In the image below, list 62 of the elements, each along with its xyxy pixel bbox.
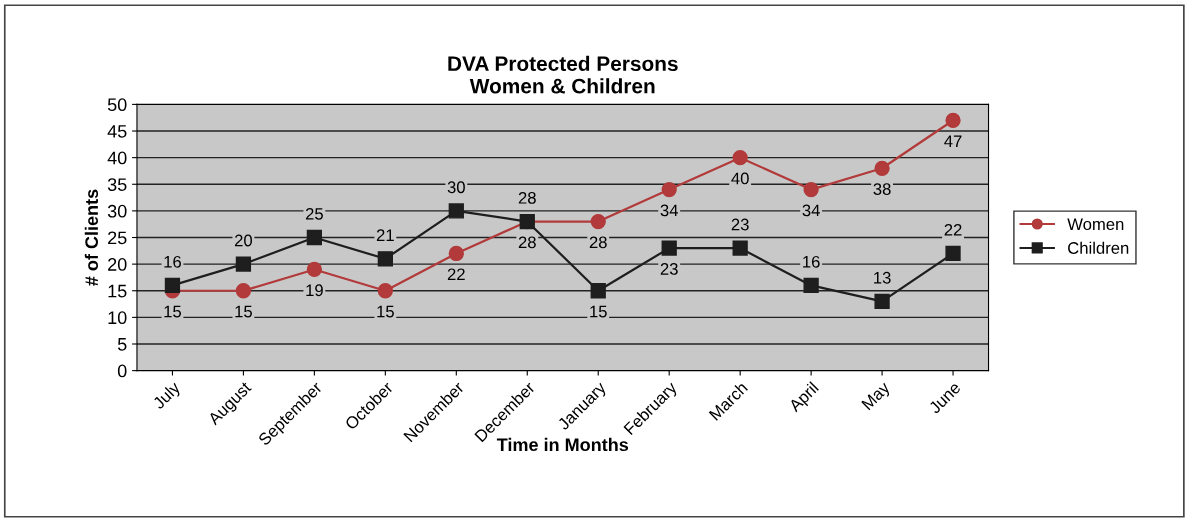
y-tick-label: 0	[117, 364, 127, 378]
data-label: 23	[660, 263, 678, 275]
y-tick-label: 5	[117, 338, 127, 351]
data-label: 16	[164, 255, 181, 268]
y-tick-label: 25	[108, 231, 127, 245]
point	[448, 203, 464, 219]
y-tick-label: 10	[108, 311, 127, 325]
data-label: 15	[590, 305, 607, 318]
point	[732, 240, 748, 256]
data-label: 20	[234, 234, 253, 247]
data-label: 13	[874, 271, 891, 284]
data-label: 34	[802, 204, 820, 217]
data-label: 30	[447, 181, 465, 194]
y-axis-title: # of Clients	[84, 189, 99, 286]
point	[945, 112, 961, 129]
point	[377, 251, 393, 267]
point	[732, 150, 748, 166]
data-label: 23	[731, 218, 749, 231]
point	[448, 245, 464, 262]
point	[306, 261, 323, 278]
point	[306, 229, 323, 246]
data-label: 25	[305, 207, 323, 220]
chart-title: DVA Protected Persons Women & Children	[448, 55, 678, 94]
point	[590, 283, 606, 299]
data-label: 38	[873, 183, 891, 195]
data-label: 16	[803, 255, 820, 268]
legend-label: Women	[1067, 218, 1124, 231]
data-label: 21	[376, 229, 394, 241]
data-label: 19	[306, 284, 323, 297]
data-label: 15	[377, 305, 394, 318]
data-label: 22	[447, 268, 465, 281]
point	[164, 277, 181, 294]
data-label: 28	[518, 191, 536, 204]
point	[661, 181, 677, 198]
legend-label: Children	[1068, 241, 1129, 254]
data-label: 15	[164, 305, 182, 318]
y-tick-label: 50	[107, 98, 127, 112]
y-tick-label: 20	[108, 258, 127, 271]
point	[874, 160, 890, 176]
point	[803, 181, 819, 198]
point	[803, 277, 819, 294]
y-tick-label: 30	[107, 204, 127, 218]
data-label: 47	[944, 135, 962, 147]
data-label: 34	[660, 204, 678, 217]
point	[377, 283, 393, 299]
y-tick-label: 35	[107, 178, 127, 191]
data-label: 40	[731, 172, 749, 185]
point	[590, 213, 606, 230]
point	[945, 245, 961, 262]
y-tick-label: 15	[108, 284, 127, 298]
data-label: 28	[518, 236, 536, 249]
y-tick-label: 45	[107, 125, 127, 138]
data-label: 22	[944, 223, 962, 236]
data-label: 15	[235, 305, 252, 318]
y-tick-label: 40	[107, 151, 127, 165]
point	[661, 240, 677, 256]
x-tick-label: May	[861, 380, 894, 413]
point	[874, 293, 890, 310]
data-label: 28	[589, 236, 607, 249]
point	[235, 256, 252, 272]
x-tick-label: July	[151, 380, 184, 413]
point	[235, 283, 252, 299]
